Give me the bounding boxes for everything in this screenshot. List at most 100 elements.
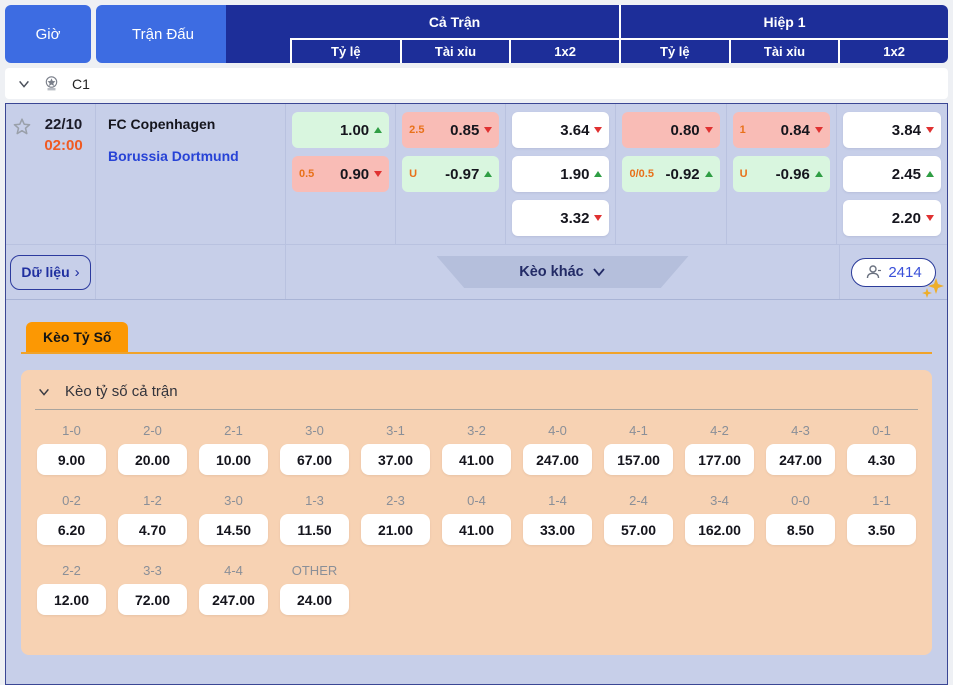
column-ft-overunder: 2.5 0.85 U -0.97 [396,104,507,244]
trend-arrow-icon [594,215,603,221]
header-group-full-time: Cả Trận [428,13,481,30]
handicap-label: 1 [739,124,746,136]
match-actions-row: Dữ liệu › Kèo khác [6,244,947,300]
score-section-title: Kèo tỷ số cả trận [65,383,178,400]
score-label: 3-3 [143,563,162,578]
score-odd-button[interactable]: 247.00 [199,584,268,615]
score-odd-button[interactable]: 247.00 [766,444,835,475]
score-grid: 1-0 9.00 2-0 20.00 2-1 10.00 3-0 67.00 3-1 37… [21,410,932,628]
tab-score-odds[interactable]: Kèo Tỷ Số [26,322,129,352]
score-odd-button[interactable]: 20.00 [118,444,187,475]
league-logo-icon [45,76,58,91]
score-odd-button[interactable]: 11.50 [280,514,349,545]
score-label: 4-4 [224,563,243,578]
score-cell: 3-1 37.00 [361,418,430,475]
score-odd-button[interactable]: 21.00 [361,514,430,545]
league-row[interactable]: C1 [5,68,948,99]
header-subcol-ft-overunder: Tài xỉu [399,40,510,63]
odds-cell-ft-overunder-1[interactable]: 2.5 0.85 [402,112,500,148]
score-cell: 2-1 10.00 [199,418,268,475]
odds-cell-h1-overunder-1[interactable]: 1 0.84 [732,112,830,148]
score-odd-button[interactable]: 41.00 [442,444,511,475]
score-odd-button[interactable]: 4.30 [847,444,916,475]
score-cell: 1-0 9.00 [37,418,106,475]
odds-value: 0.84 [780,121,810,139]
score-section-header[interactable]: Kèo tỷ số cả trận [21,370,932,409]
sparkle-star-icon [921,287,932,298]
trend-arrow-icon [704,171,713,177]
score-odd-button[interactable]: 14.50 [199,514,268,545]
odds-cell-ft-overunder-2[interactable]: U -0.97 [402,156,500,192]
score-odd-button[interactable]: 12.00 [37,584,106,615]
score-odd-button[interactable]: 72.00 [118,584,187,615]
odds-cell-ft-1x2-draw[interactable]: 1.90 [512,156,610,192]
header-subcol-h1-handicap: Tỷ lệ [618,40,729,63]
score-label: 3-4 [710,493,729,508]
score-odd-button[interactable]: 157.00 [604,444,673,475]
trend-arrow-icon [925,215,934,221]
header-subcol-ft-handicap: Tỷ lệ [290,40,400,63]
score-label: 3-0 [305,423,324,438]
score-odd-button[interactable]: 37.00 [361,444,430,475]
score-odd-button[interactable]: 3.50 [847,514,916,545]
odds-cell-h1-handicap-1[interactable]: 0.80 [622,112,720,148]
score-odd-button[interactable]: 57.00 [604,514,673,545]
header-subcol-h1-1x2: 1x2 [838,40,948,63]
score-odd-button[interactable]: 4.70 [118,514,187,545]
odds-cell-h1-overunder-2[interactable]: U -0.96 [732,156,830,192]
score-cell: 4-0 247.00 [523,418,592,475]
score-odd-button[interactable]: 67.00 [280,444,349,475]
odds-cell-h1-1x2-home[interactable]: 3.84 [842,112,941,148]
viewer-count-pill[interactable]: 2414 [851,257,936,287]
odds-value: 3.64 [560,121,590,139]
score-odd-button[interactable]: 33.00 [523,514,592,545]
score-odd-button[interactable]: 247.00 [523,444,592,475]
trend-arrow-icon [484,127,493,133]
chevron-down-icon [39,388,49,396]
score-label: 0-0 [791,493,810,508]
score-label: 2-0 [143,423,162,438]
data-button[interactable]: Dữ liệu › [10,254,91,290]
score-cell: 2-3 21.00 [361,488,430,545]
match-widget: 22/10 02:00 FC Copenhagen Borussia Dortm… [5,103,948,685]
odds-cell-ft-1x2-home[interactable]: 3.64 [512,112,610,148]
score-label: 0-1 [872,423,891,438]
score-odd-button[interactable]: 9.00 [37,444,106,475]
score-odd-button[interactable]: 177.00 [685,444,754,475]
column-h1-handicap: 0.80 0/0.5 -0.92 [616,104,727,244]
score-cell: 3-4 162.00 [685,488,754,545]
score-odd-button[interactable]: 6.20 [37,514,106,545]
score-cell: 1-3 11.50 [280,488,349,545]
favorite-star-icon[interactable] [12,117,32,137]
score-odd-button[interactable]: 24.00 [280,584,349,615]
handicap-label: 0.5 [299,168,315,180]
odds-value: 0.80 [670,121,700,139]
score-cell: 3-3 72.00 [118,558,187,615]
score-odd-button[interactable]: 162.00 [685,514,754,545]
header-group-first-half: Hiệp 1 [619,5,948,38]
header-col-match: Trận Đấu [96,5,230,63]
score-odd-button[interactable]: 10.00 [199,444,268,475]
score-cell: 4-1 157.00 [604,418,673,475]
score-odd-button[interactable]: 8.50 [766,514,835,545]
more-odds-button[interactable]: Kèo khác [437,256,689,288]
trend-arrow-icon [484,171,493,177]
odds-cell-ft-handicap-2[interactable]: 0.5 0.90 [292,156,390,192]
odds-cell-h1-handicap-2[interactable]: 0/0.5 -0.92 [622,156,720,192]
odds-cell-h1-1x2-away[interactable]: 2.20 [842,200,941,236]
odds-cell-ft-handicap-1[interactable]: 1.00 [292,112,390,148]
score-label: 3-0 [224,493,243,508]
odds-value: -0.92 [665,165,700,183]
odds-cell-h1-1x2-draw[interactable]: 2.45 [842,156,941,192]
odds-value: 2.20 [891,209,921,227]
header-col-time-label: Giờ [35,25,61,43]
score-label: 2-4 [629,493,648,508]
score-label: 0-2 [62,493,81,508]
score-cell: 0-1 4.30 [847,418,916,475]
trend-arrow-icon [374,171,383,177]
score-odd-button[interactable]: 41.00 [442,514,511,545]
collapse-chevron-icon[interactable] [17,77,31,91]
odds-cell-ft-1x2-away[interactable]: 3.32 [512,200,610,236]
score-cell: 1-4 33.00 [523,488,592,545]
match-teams-cell[interactable]: FC Copenhagen Borussia Dortmund [96,104,286,244]
